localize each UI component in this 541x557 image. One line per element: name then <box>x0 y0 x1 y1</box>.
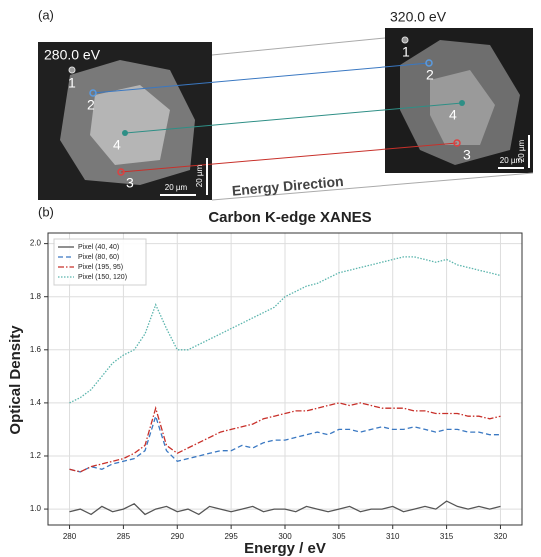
point-label: 3 <box>126 175 134 191</box>
x-tick-label: 295 <box>224 532 238 541</box>
x-tick-label: 280 <box>63 532 77 541</box>
connector <box>120 142 458 173</box>
particle-core <box>430 70 495 145</box>
scale-label: 20 µm <box>165 183 188 192</box>
connector <box>124 102 463 134</box>
point-label: 2 <box>426 67 434 83</box>
particle-core <box>90 85 170 165</box>
x-tick-label: 285 <box>117 532 131 541</box>
x-tick-label: 300 <box>278 532 292 541</box>
y-tick-label: 1.6 <box>30 345 42 354</box>
y-tick-label: 1.8 <box>30 292 42 301</box>
point <box>401 36 409 44</box>
point-label: 1 <box>402 44 410 60</box>
point <box>122 130 128 136</box>
point-label: 4 <box>449 107 457 123</box>
x-tick-label: 290 <box>171 532 185 541</box>
scale-label: 20 µm <box>195 164 204 187</box>
point <box>453 139 461 147</box>
point-label: 4 <box>113 137 121 153</box>
point-label: 2 <box>87 97 95 113</box>
energy-label: 280.0 eV <box>44 47 101 63</box>
scale-label: 20 µm <box>500 156 523 165</box>
legend-label: Pixel (195, 95) <box>78 264 123 271</box>
point <box>89 89 97 97</box>
y-tick-label: 2.0 <box>30 239 42 248</box>
connector <box>92 62 430 94</box>
series-line <box>69 402 501 473</box>
point <box>459 100 465 106</box>
scale-label: 20 µm <box>517 139 526 162</box>
point-label: 1 <box>68 75 76 91</box>
y-tick-label: 1.0 <box>30 504 42 513</box>
series-line <box>69 256 501 404</box>
x-tick-label: 315 <box>440 532 454 541</box>
y-tick-label: 1.4 <box>30 398 42 407</box>
point <box>68 66 76 74</box>
series-line <box>69 414 501 473</box>
connector <box>211 37 386 56</box>
panel-label: (b) <box>38 204 54 219</box>
point-label: 3 <box>463 147 471 163</box>
point <box>425 59 433 67</box>
y-axis-label: Optical Density <box>7 325 24 435</box>
x-tick-label: 305 <box>332 532 346 541</box>
x-axis-label: Energy / eV <box>244 540 326 557</box>
y-tick-label: 1.2 <box>30 451 42 460</box>
legend-label: Pixel (40, 40) <box>78 244 119 251</box>
legend-label: Pixel (80, 60) <box>78 254 119 261</box>
legend-label: Pixel (150, 120) <box>78 274 127 281</box>
x-tick-label: 310 <box>386 532 400 541</box>
energy-label: 320.0 eV <box>390 9 447 25</box>
series-line <box>69 500 501 516</box>
x-tick-label: 320 <box>494 532 508 541</box>
arrow-label: Energy Direction <box>231 173 344 199</box>
point <box>117 168 125 176</box>
chart-title: Carbon K-edge XANES <box>208 209 371 226</box>
plot-frame <box>47 232 523 526</box>
connector <box>211 172 534 201</box>
panel-label: (a) <box>38 7 54 22</box>
